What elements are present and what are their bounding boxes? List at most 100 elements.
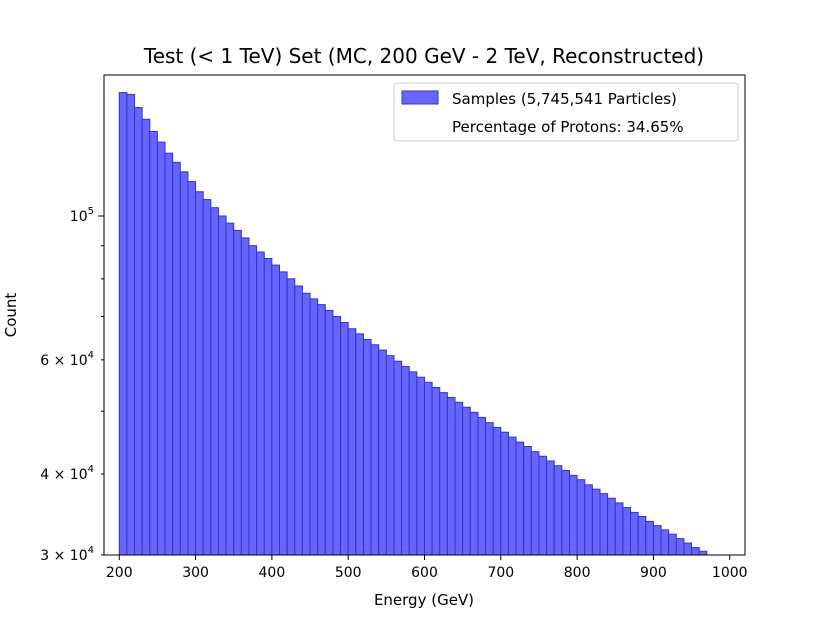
histogram-bar — [179, 171, 189, 556]
histogram-bar — [256, 251, 265, 556]
histogram-bar — [691, 547, 700, 556]
histogram-bar — [355, 333, 364, 556]
y-major-tick-label: 105 — [70, 206, 94, 225]
y-axis-label: Count — [2, 293, 20, 338]
histogram-bar — [141, 118, 151, 556]
y-axis-ticks: 105 3 × 104 4 × 104 6 × 104 — [40, 206, 104, 564]
histogram-bar — [233, 229, 242, 556]
histogram-bar — [561, 470, 570, 556]
legend-box — [393, 82, 739, 142]
histogram-bar — [217, 215, 227, 556]
histogram-bar — [622, 507, 632, 556]
histogram-bar — [202, 199, 212, 556]
histogram-bar — [568, 474, 578, 556]
histogram-bar — [614, 502, 624, 556]
histogram-bar — [149, 131, 158, 556]
histogram-bar — [599, 493, 609, 556]
x-axis-ticks: 200 300 400 500 600 700 800 900 1000 — [106, 555, 748, 581]
histogram-bar — [340, 322, 349, 556]
histogram-bar — [591, 488, 601, 556]
legend: Samples (5,745,541 Particles) Percentage… — [393, 82, 739, 142]
histogram-bar — [637, 515, 647, 556]
histogram-bar — [317, 304, 326, 556]
histogram-bar — [324, 309, 334, 556]
histogram-bar — [195, 191, 204, 556]
histogram-bar — [156, 141, 166, 556]
x-tick-label: 600 — [411, 565, 438, 581]
histogram-bar — [126, 93, 136, 556]
histogram-bar — [584, 484, 593, 556]
histogram-bar — [301, 292, 311, 556]
histogram-bar — [538, 455, 548, 556]
histogram-bar — [271, 264, 281, 556]
histogram-bar — [263, 257, 273, 556]
histogram-bar — [675, 538, 685, 556]
histogram-bar — [477, 416, 487, 556]
x-tick-label: 900 — [640, 565, 667, 581]
histogram-bar — [332, 315, 342, 556]
histogram-bar — [401, 365, 410, 556]
histogram-bar — [507, 436, 517, 556]
bars-group — [118, 92, 708, 556]
histogram-bar — [286, 278, 296, 556]
legend-swatch — [401, 90, 439, 105]
histogram-bar — [530, 451, 540, 556]
y-minor-tick-label: 6 × 104 — [40, 350, 94, 369]
histogram-bar — [645, 520, 654, 556]
histogram-bar — [225, 222, 235, 556]
histogram-bar — [385, 355, 395, 556]
histogram-bar — [446, 396, 456, 556]
histogram-bar — [462, 406, 471, 556]
x-tick-label: 200 — [106, 565, 133, 581]
histogram-bar — [294, 285, 303, 556]
histogram-bar — [431, 386, 441, 556]
histogram-bar — [485, 422, 494, 556]
histogram-bar — [408, 371, 418, 556]
x-tick-label: 400 — [259, 565, 286, 581]
histogram-bar — [393, 360, 403, 556]
histogram-bar — [172, 161, 181, 556]
histogram-bar — [240, 237, 250, 556]
histogram-bar — [210, 207, 219, 556]
histogram-bar — [492, 426, 502, 556]
histogram-bar — [347, 328, 357, 556]
chart-title: Test (< 1 TeV) Set (MC, 200 GeV - 2 TeV,… — [143, 44, 704, 68]
histogram-bar — [668, 533, 677, 556]
histogram-bar — [424, 381, 433, 556]
histogram-bar — [187, 181, 197, 556]
histogram-bar — [469, 411, 479, 556]
y-minor-tick-label: 4 × 104 — [40, 464, 94, 483]
histogram-bar — [698, 550, 708, 556]
histogram-bar — [515, 441, 525, 556]
legend-entry-samples: Samples (5,745,541 Particles) — [452, 90, 677, 108]
histogram-bar — [416, 376, 426, 556]
x-tick-label: 1000 — [712, 565, 748, 581]
histogram-bar — [652, 525, 662, 556]
x-axis-label: Energy (GeV) — [374, 591, 474, 609]
histogram-bar — [248, 245, 258, 556]
legend-entry-proton-percentage: Percentage of Protons: 34.65% — [452, 118, 684, 136]
histogram-bar — [683, 542, 693, 556]
histogram-bar — [118, 92, 128, 556]
x-tick-label: 700 — [487, 565, 514, 581]
histogram-bar — [630, 511, 639, 556]
x-tick-label: 800 — [564, 565, 591, 581]
histogram-bar — [660, 529, 670, 556]
histogram-bar — [134, 107, 143, 556]
histogram-bar — [378, 349, 387, 556]
histogram-bar — [607, 497, 616, 556]
histogram-bar — [500, 431, 509, 556]
histogram-bar — [279, 271, 288, 556]
histogram-bar — [454, 401, 464, 556]
histogram-bar — [546, 460, 555, 556]
y-minor-tick-label: 3 × 104 — [40, 545, 94, 564]
histogram-bar — [576, 479, 586, 556]
histogram-bar — [523, 446, 532, 556]
histogram-bar — [164, 152, 174, 556]
histogram-bar — [309, 298, 319, 556]
histogram-bar — [362, 338, 372, 556]
histogram-bar — [439, 392, 448, 556]
histogram-bar — [370, 344, 380, 556]
x-tick-label: 300 — [182, 565, 209, 581]
